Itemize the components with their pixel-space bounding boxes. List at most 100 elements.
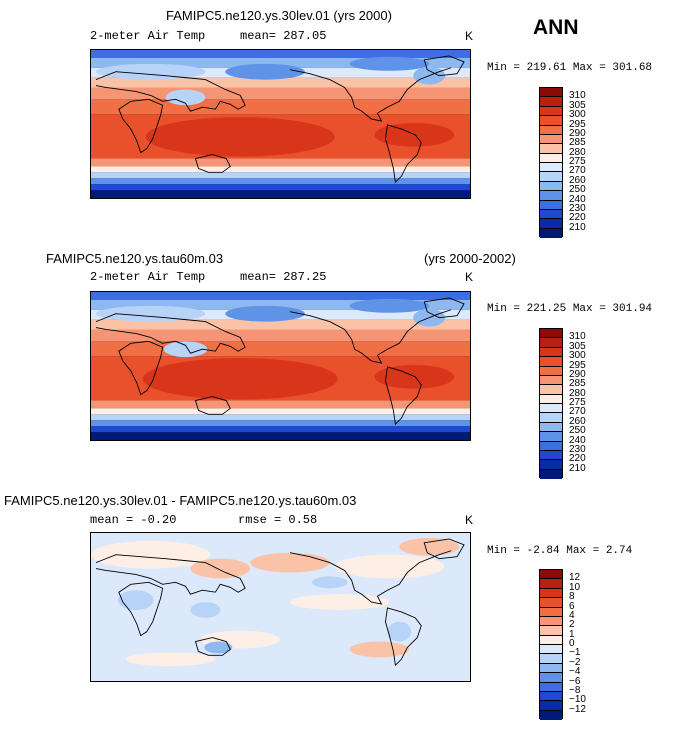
panel2-colorbar-label: 210: [569, 462, 586, 474]
panel2-colorbar-label: 220: [569, 453, 586, 465]
panel2-colorbar-swatch: [540, 422, 562, 433]
panel1-colorbar-swatch: [540, 219, 562, 229]
panel3-colorbar-swatch: [540, 663, 562, 674]
panel1-colorbar-swatch: [540, 209, 562, 220]
panel3-colorbar-label: −2: [569, 656, 581, 668]
panel2-colorbar-swatch: [540, 347, 562, 358]
panel2-colorbar-swatch: [540, 450, 562, 461]
panel3-colorbar-label: 0: [569, 638, 575, 649]
panel3-title: FAMIPC5.ne120.ys.30lev.01 - FAMIPC5.ne12…: [4, 493, 357, 508]
panel1-colorbar-swatch: [540, 228, 562, 238]
panel2-colorbar-label: 305: [569, 340, 586, 352]
panel2-colorbar-label: 260: [569, 415, 586, 427]
panel2-colorbar-label: 295: [569, 359, 586, 371]
panel2-colorbar-label: 285: [569, 378, 586, 390]
panel1-colorbar-label: 305: [569, 99, 586, 111]
panel1-colorbar-label: 300: [569, 109, 586, 121]
panel3-map: [90, 532, 471, 682]
panel3-colorbar-label: −8: [569, 684, 581, 696]
panel2-colorbar-swatch: [540, 469, 562, 479]
panel1-colorbar-label: 240: [569, 193, 586, 205]
panel1-colorbar-label: 260: [569, 174, 586, 186]
panel3-colorbar-swatch: [540, 710, 562, 720]
panel1-mean: mean= 287.05: [240, 29, 327, 43]
panel3-colorbar-label: 8: [569, 591, 575, 603]
panel3-colorbar-swatch: [540, 598, 562, 608]
panel1-colorbar-label: 285: [569, 137, 586, 149]
panel2-colorbar-swatch: [540, 357, 562, 367]
panel1-colorbar-swatch: [540, 88, 562, 98]
panel2-mean: mean= 287.25: [240, 270, 327, 284]
panel1-colorbar-swatch: [540, 181, 562, 192]
panel2-colorbar-label: 230: [569, 443, 586, 455]
panel2-colorbar-label: 275: [569, 397, 586, 408]
panel3-colorbar-label: −10: [569, 694, 586, 706]
panel2-colorbar-swatch: [540, 366, 562, 376]
panel3-colorbar-swatch: [540, 579, 562, 589]
panel3-colorbar-swatch: [540, 673, 562, 683]
panel3-colorbar-swatch: [540, 682, 562, 692]
panel3-colorbar-swatch: [540, 588, 562, 599]
panel1-field-label: 2-meter Air Temp: [90, 29, 206, 43]
panel1-colorbar-label: 230: [569, 202, 586, 214]
panel3-colorbar-label: −4: [569, 666, 581, 678]
panel1-map: [90, 49, 471, 199]
panel1-colorbar-label: 270: [569, 165, 586, 177]
panel3-minmax: Min = -2.84 Max = 2.74: [487, 545, 633, 557]
panel1-colorbar-label: 210: [569, 221, 586, 233]
panel2-minmax: Min = 221.25 Max = 301.94: [487, 303, 653, 315]
panel3-colorbar-label: 10: [569, 581, 581, 593]
panel3-colorbar-label: 12: [569, 572, 581, 584]
panel1-title: FAMIPC5.ne120.ys.30lev.01 (yrs 2000): [166, 8, 392, 23]
panel2-title: FAMIPC5.ne120.ys.tau60m.03: [46, 251, 224, 266]
panel1-minmax: Min = 219.61 Max = 301.68: [487, 62, 653, 74]
panel1-colorbar-swatch: [540, 191, 562, 201]
panel1-colorbar-swatch: [540, 125, 562, 135]
panel1-colorbar-label: 290: [569, 127, 586, 139]
panel2-colorbar-swatch: [540, 385, 562, 395]
panel2-colorbar-label: 290: [569, 368, 586, 380]
panel2-colorbar-label: 300: [569, 350, 586, 362]
panel3-colorbar-label: −12: [569, 703, 586, 715]
panel3-colorbar-swatch: [540, 691, 562, 702]
panel2-colorbar-swatch: [540, 413, 562, 423]
panel2-colorbar-label: 250: [569, 425, 586, 437]
panel1-colorbar: [539, 87, 563, 238]
panel2-colorbar: [539, 328, 563, 479]
panel1-colorbar-swatch: [540, 163, 562, 173]
panel2-colorbar-swatch: [540, 460, 562, 470]
panel3-colorbar-label: 1: [569, 628, 575, 640]
panel2-unit: K: [465, 270, 474, 284]
panel2-colorbar-swatch: [540, 375, 562, 386]
panel2-colorbar-swatch: [540, 404, 562, 414]
panel1-colorbar-label: 220: [569, 212, 586, 224]
season-label: ANN: [533, 16, 579, 39]
panel2-colorbar-label: 240: [569, 434, 586, 446]
panel2-field-label: 2-meter Air Temp: [90, 270, 206, 284]
panel3-colorbar-label: −6: [569, 675, 581, 687]
panel1-colorbar-swatch: [540, 106, 562, 117]
panel1-colorbar-label: 310: [569, 90, 586, 102]
panel1-colorbar-swatch: [540, 200, 562, 210]
panel2-map: [90, 291, 471, 441]
panel3-rmse: rmse = 0.58: [238, 513, 318, 527]
panel2-colorbar-label: 270: [569, 406, 586, 418]
panel1-colorbar-swatch: [540, 153, 562, 163]
panel2-colorbar-label: 280: [569, 387, 586, 399]
panel2-years: (yrs 2000-2002): [424, 251, 516, 266]
panel3-colorbar-swatch: [540, 607, 562, 617]
panel1-colorbar-label: 250: [569, 184, 586, 196]
panel1-colorbar-swatch: [540, 134, 562, 145]
panel1-colorbar-label: 280: [569, 146, 586, 158]
panel2-colorbar-swatch: [540, 329, 562, 339]
panel1-colorbar-swatch: [540, 97, 562, 107]
panel3-colorbar-label: 4: [569, 609, 575, 621]
panel2-colorbar-swatch: [540, 338, 562, 348]
panel3-mean: mean = -0.20: [90, 513, 177, 527]
panel3-unit: K: [465, 513, 474, 527]
panel1-unit: K: [465, 29, 474, 43]
panel2-colorbar-swatch: [540, 432, 562, 442]
panel1-colorbar-label: 295: [569, 118, 586, 130]
panel3-colorbar-swatch: [540, 626, 562, 636]
panel3-colorbar-swatch: [540, 635, 562, 645]
